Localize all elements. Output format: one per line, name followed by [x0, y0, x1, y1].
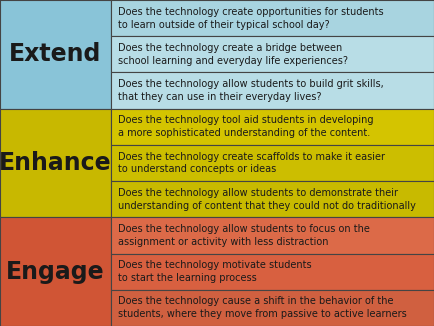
Text: Does the technology create scaffolds to make it easier
to understand concepts or: Does the technology create scaffolds to … [118, 152, 385, 174]
Bar [111, 290, 434, 326]
Text: Does the technology motivate students
to start the learning process: Does the technology motivate students to… [118, 260, 312, 283]
Text: Does the technology allow students to build grit skills,
that they can use in th: Does the technology allow students to bu… [118, 79, 384, 102]
Text: Does the technology cause a shift in the behavior of the
students, where they mo: Does the technology cause a shift in the… [118, 296, 407, 319]
Text: Engage: Engage [6, 260, 105, 284]
Bar [111, 36, 434, 72]
Text: Does the technology allow students to demonstrate their
understanding of content: Does the technology allow students to de… [118, 188, 416, 211]
Text: Extend: Extend [9, 42, 102, 66]
Bar [111, 217, 434, 254]
Bar [111, 72, 434, 109]
Text: Does the technology create opportunities for students
to learn outside of their : Does the technology create opportunities… [118, 7, 384, 30]
Text: Does the technology tool aid students in developing
a more sophisticated underst: Does the technology tool aid students in… [118, 115, 374, 138]
Bar [111, 109, 434, 145]
Bar [111, 181, 434, 217]
Bar [111, 0, 434, 36]
Bar [111, 254, 434, 290]
Bar [0, 217, 111, 326]
Text: Does the technology allow students to focus on the
assignment or activity with l: Does the technology allow students to fo… [118, 224, 370, 247]
Bar [0, 109, 111, 217]
Text: Does the technology create a bridge between
school learning and everyday life ex: Does the technology create a bridge betw… [118, 43, 349, 66]
Bar [0, 0, 111, 109]
Text: Enhance: Enhance [0, 151, 112, 175]
Bar [111, 145, 434, 181]
